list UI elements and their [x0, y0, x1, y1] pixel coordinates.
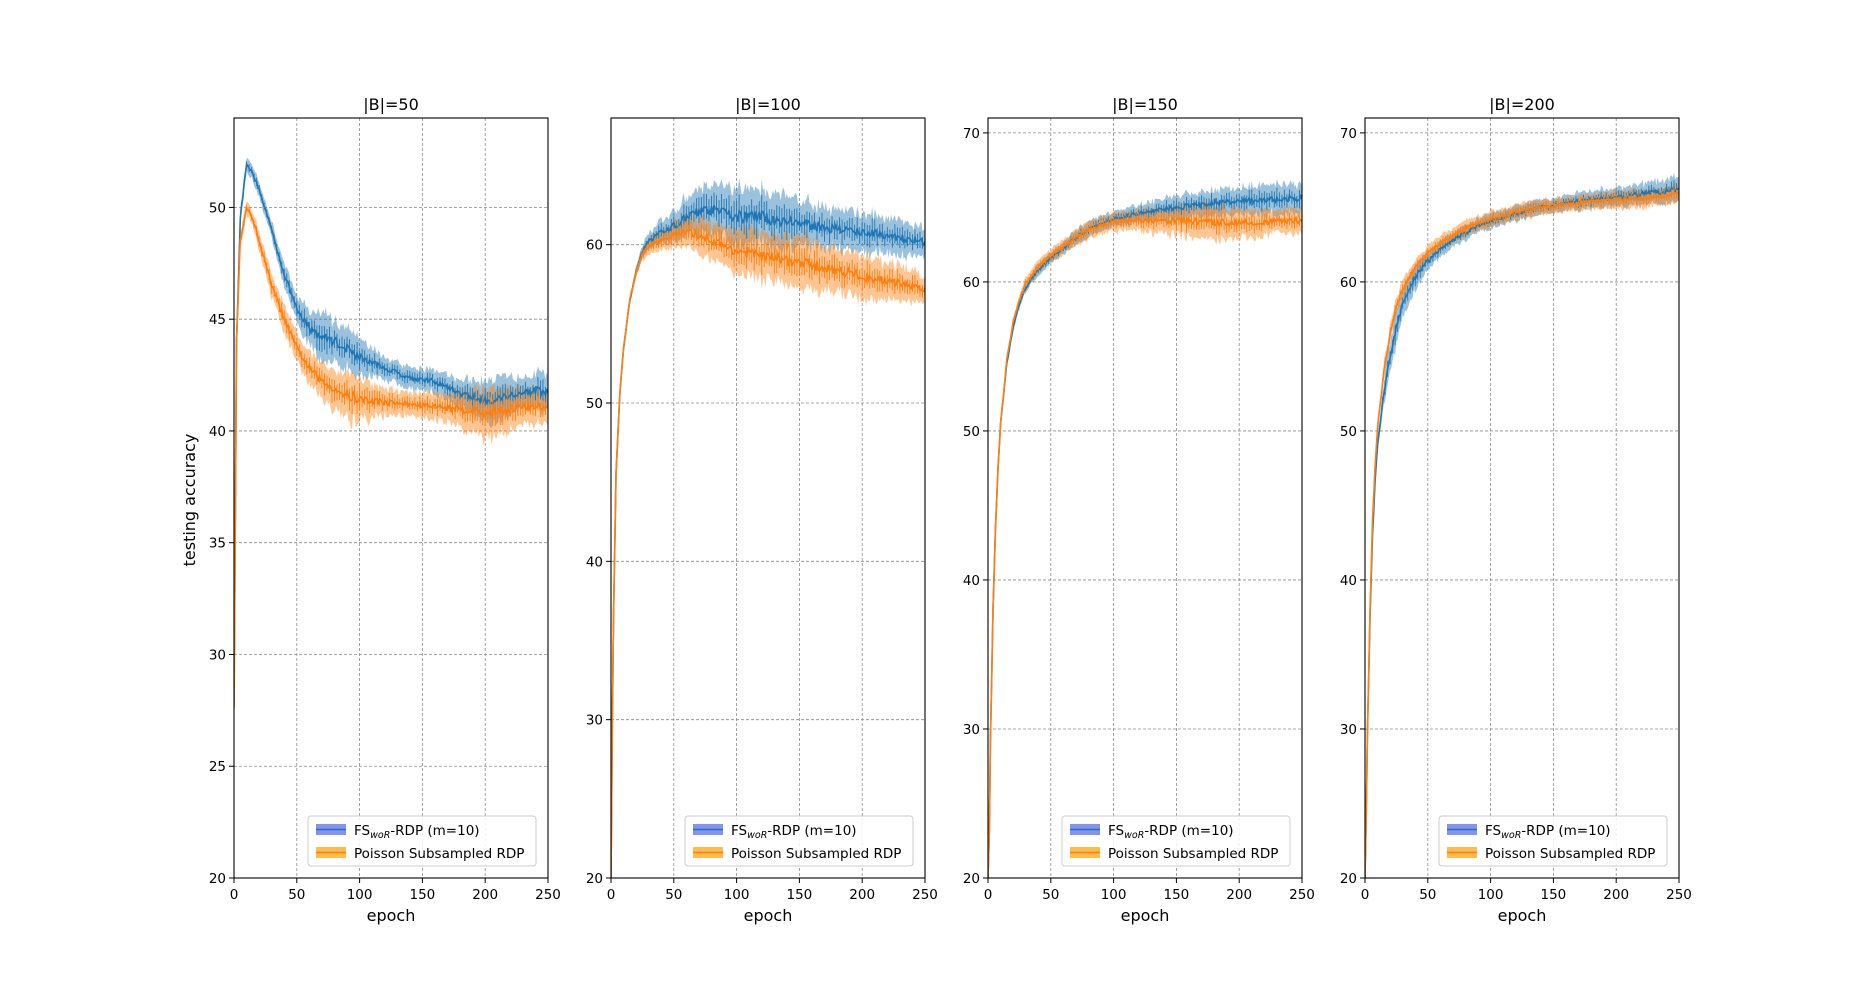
- x-axis-label: epoch: [367, 906, 416, 925]
- legend: FSwoR-RDP (m=10) Poisson Subsampled RDP: [684, 815, 914, 867]
- y-tick-label: 45: [209, 312, 226, 328]
- x-tick-label: 100: [347, 887, 373, 903]
- y-tick-label: 40: [586, 554, 603, 570]
- x-tick-label: 200: [1226, 887, 1252, 903]
- x-tick-label: 200: [472, 887, 498, 903]
- y-tick-label: 20: [586, 871, 603, 887]
- x-tick-label: 50: [1042, 887, 1059, 903]
- axes-frame: [987, 117, 1303, 879]
- subplot-1: 0 50 100 150 200 250 20 25 30 35 40 45 50 |B|=50 epoch…: [209, 95, 561, 925]
- y-tick-label: 40: [209, 424, 226, 440]
- legend-box: [307, 815, 537, 867]
- legend-label-poisson: Poisson Subsampled RDP: [354, 846, 524, 862]
- legend-box: [684, 815, 914, 867]
- plot-area: [611, 178, 925, 878]
- x-tick-label: 100: [724, 887, 750, 903]
- axes-frame: [610, 117, 926, 879]
- legend-box: [1438, 815, 1668, 867]
- legend-label-fswor: FSwoR-RDP (m=10): [731, 823, 857, 841]
- x-axis-label: epoch: [744, 906, 793, 925]
- y-tick-label: 20: [209, 871, 226, 887]
- x-tick-label: 0: [1361, 887, 1370, 903]
- legend-label-fswor: FSwoR-RDP (m=10): [1485, 823, 1611, 841]
- y-tick-label: 70: [963, 126, 980, 142]
- y-tick-label: 50: [209, 200, 226, 216]
- x-tick-label: 200: [1603, 887, 1629, 903]
- legend-box: [1061, 815, 1291, 867]
- y-tick-label: 20: [963, 871, 980, 887]
- x-tick-label: 100: [1478, 887, 1504, 903]
- subplot-3: 0 50 100 150 200 250 20 30 40 50 60 70 |B|=150 epoch F…: [963, 95, 1315, 925]
- axes-frame: [1364, 117, 1680, 879]
- x-tick-label: 100: [1101, 887, 1127, 903]
- plot-area: [1365, 172, 1679, 878]
- y-tick-label: 60: [963, 275, 980, 291]
- y-tick-label: 60: [1340, 275, 1357, 291]
- x-tick-label: 0: [984, 887, 993, 903]
- y-tick-label: 30: [963, 722, 980, 738]
- x-tick-label: 250: [1289, 887, 1315, 903]
- subplot-title: |B|=100: [735, 95, 801, 114]
- legend-label-poisson: Poisson Subsampled RDP: [731, 846, 901, 862]
- y-tick-label: 30: [209, 647, 226, 663]
- x-tick-label: 0: [230, 887, 239, 903]
- x-tick-label: 0: [607, 887, 616, 903]
- x-tick-label: 250: [535, 887, 561, 903]
- legend: FSwoR-RDP (m=10) Poisson Subsampled RDP: [1438, 815, 1668, 867]
- x-tick-label: 250: [912, 887, 938, 903]
- x-axis-label: epoch: [1121, 906, 1170, 925]
- y-tick-label: 20: [1340, 871, 1357, 887]
- confidence-band-fswor: [234, 158, 548, 709]
- y-tick-label: 50: [963, 424, 980, 440]
- y-tick-label: 30: [1340, 722, 1357, 738]
- legend-label-fswor: FSwoR-RDP (m=10): [1108, 823, 1234, 841]
- subplot-title: |B|=150: [1112, 95, 1178, 114]
- y-tick-label: 25: [209, 759, 226, 775]
- x-tick-label: 200: [849, 887, 875, 903]
- y-tick-label: 35: [209, 536, 226, 552]
- legend-label-poisson: Poisson Subsampled RDP: [1485, 846, 1655, 862]
- y-tick-label: 50: [586, 396, 603, 412]
- subplot-2: 0 50 100 150 200 250 20 30 40 50 60 |B|=100 epoch FSw…: [586, 95, 938, 925]
- x-tick-label: 150: [1541, 887, 1567, 903]
- plot-area: [234, 158, 548, 716]
- y-tick-label: 60: [586, 238, 603, 254]
- x-tick-label: 150: [787, 887, 813, 903]
- y-tick-label: 70: [1340, 126, 1357, 142]
- axes-frame: [233, 117, 549, 879]
- confidence-band-poisson: [611, 210, 925, 878]
- plot-area: [988, 178, 1302, 878]
- y-tick-label: 40: [963, 573, 980, 589]
- x-tick-label: 50: [665, 887, 682, 903]
- legend: FSwoR-RDP (m=10) Poisson Subsampled RDP: [307, 815, 537, 867]
- y-axis-label: testing accuracy: [180, 434, 199, 567]
- x-tick-label: 150: [410, 887, 436, 903]
- y-tick-label: 40: [1340, 573, 1357, 589]
- subplot-4: 0 50 100 150 200 250 20 30 40 50 60 70 |B|=200 epoch F…: [1340, 95, 1692, 925]
- legend-label-fswor: FSwoR-RDP (m=10): [354, 823, 480, 841]
- y-tick-label: 50: [1340, 424, 1357, 440]
- subplot-title: |B|=50: [363, 95, 419, 114]
- x-axis-label: epoch: [1498, 906, 1547, 925]
- x-tick-label: 150: [1164, 887, 1190, 903]
- subplot-title: |B|=200: [1489, 95, 1555, 114]
- confidence-band-fswor: [611, 178, 925, 878]
- x-tick-label: 50: [288, 887, 305, 903]
- x-tick-label: 250: [1666, 887, 1692, 903]
- y-tick-label: 30: [586, 713, 603, 729]
- legend: FSwoR-RDP (m=10) Poisson Subsampled RDP: [1061, 815, 1291, 867]
- x-tick-label: 50: [1419, 887, 1436, 903]
- legend-label-poisson: Poisson Subsampled RDP: [1108, 846, 1278, 862]
